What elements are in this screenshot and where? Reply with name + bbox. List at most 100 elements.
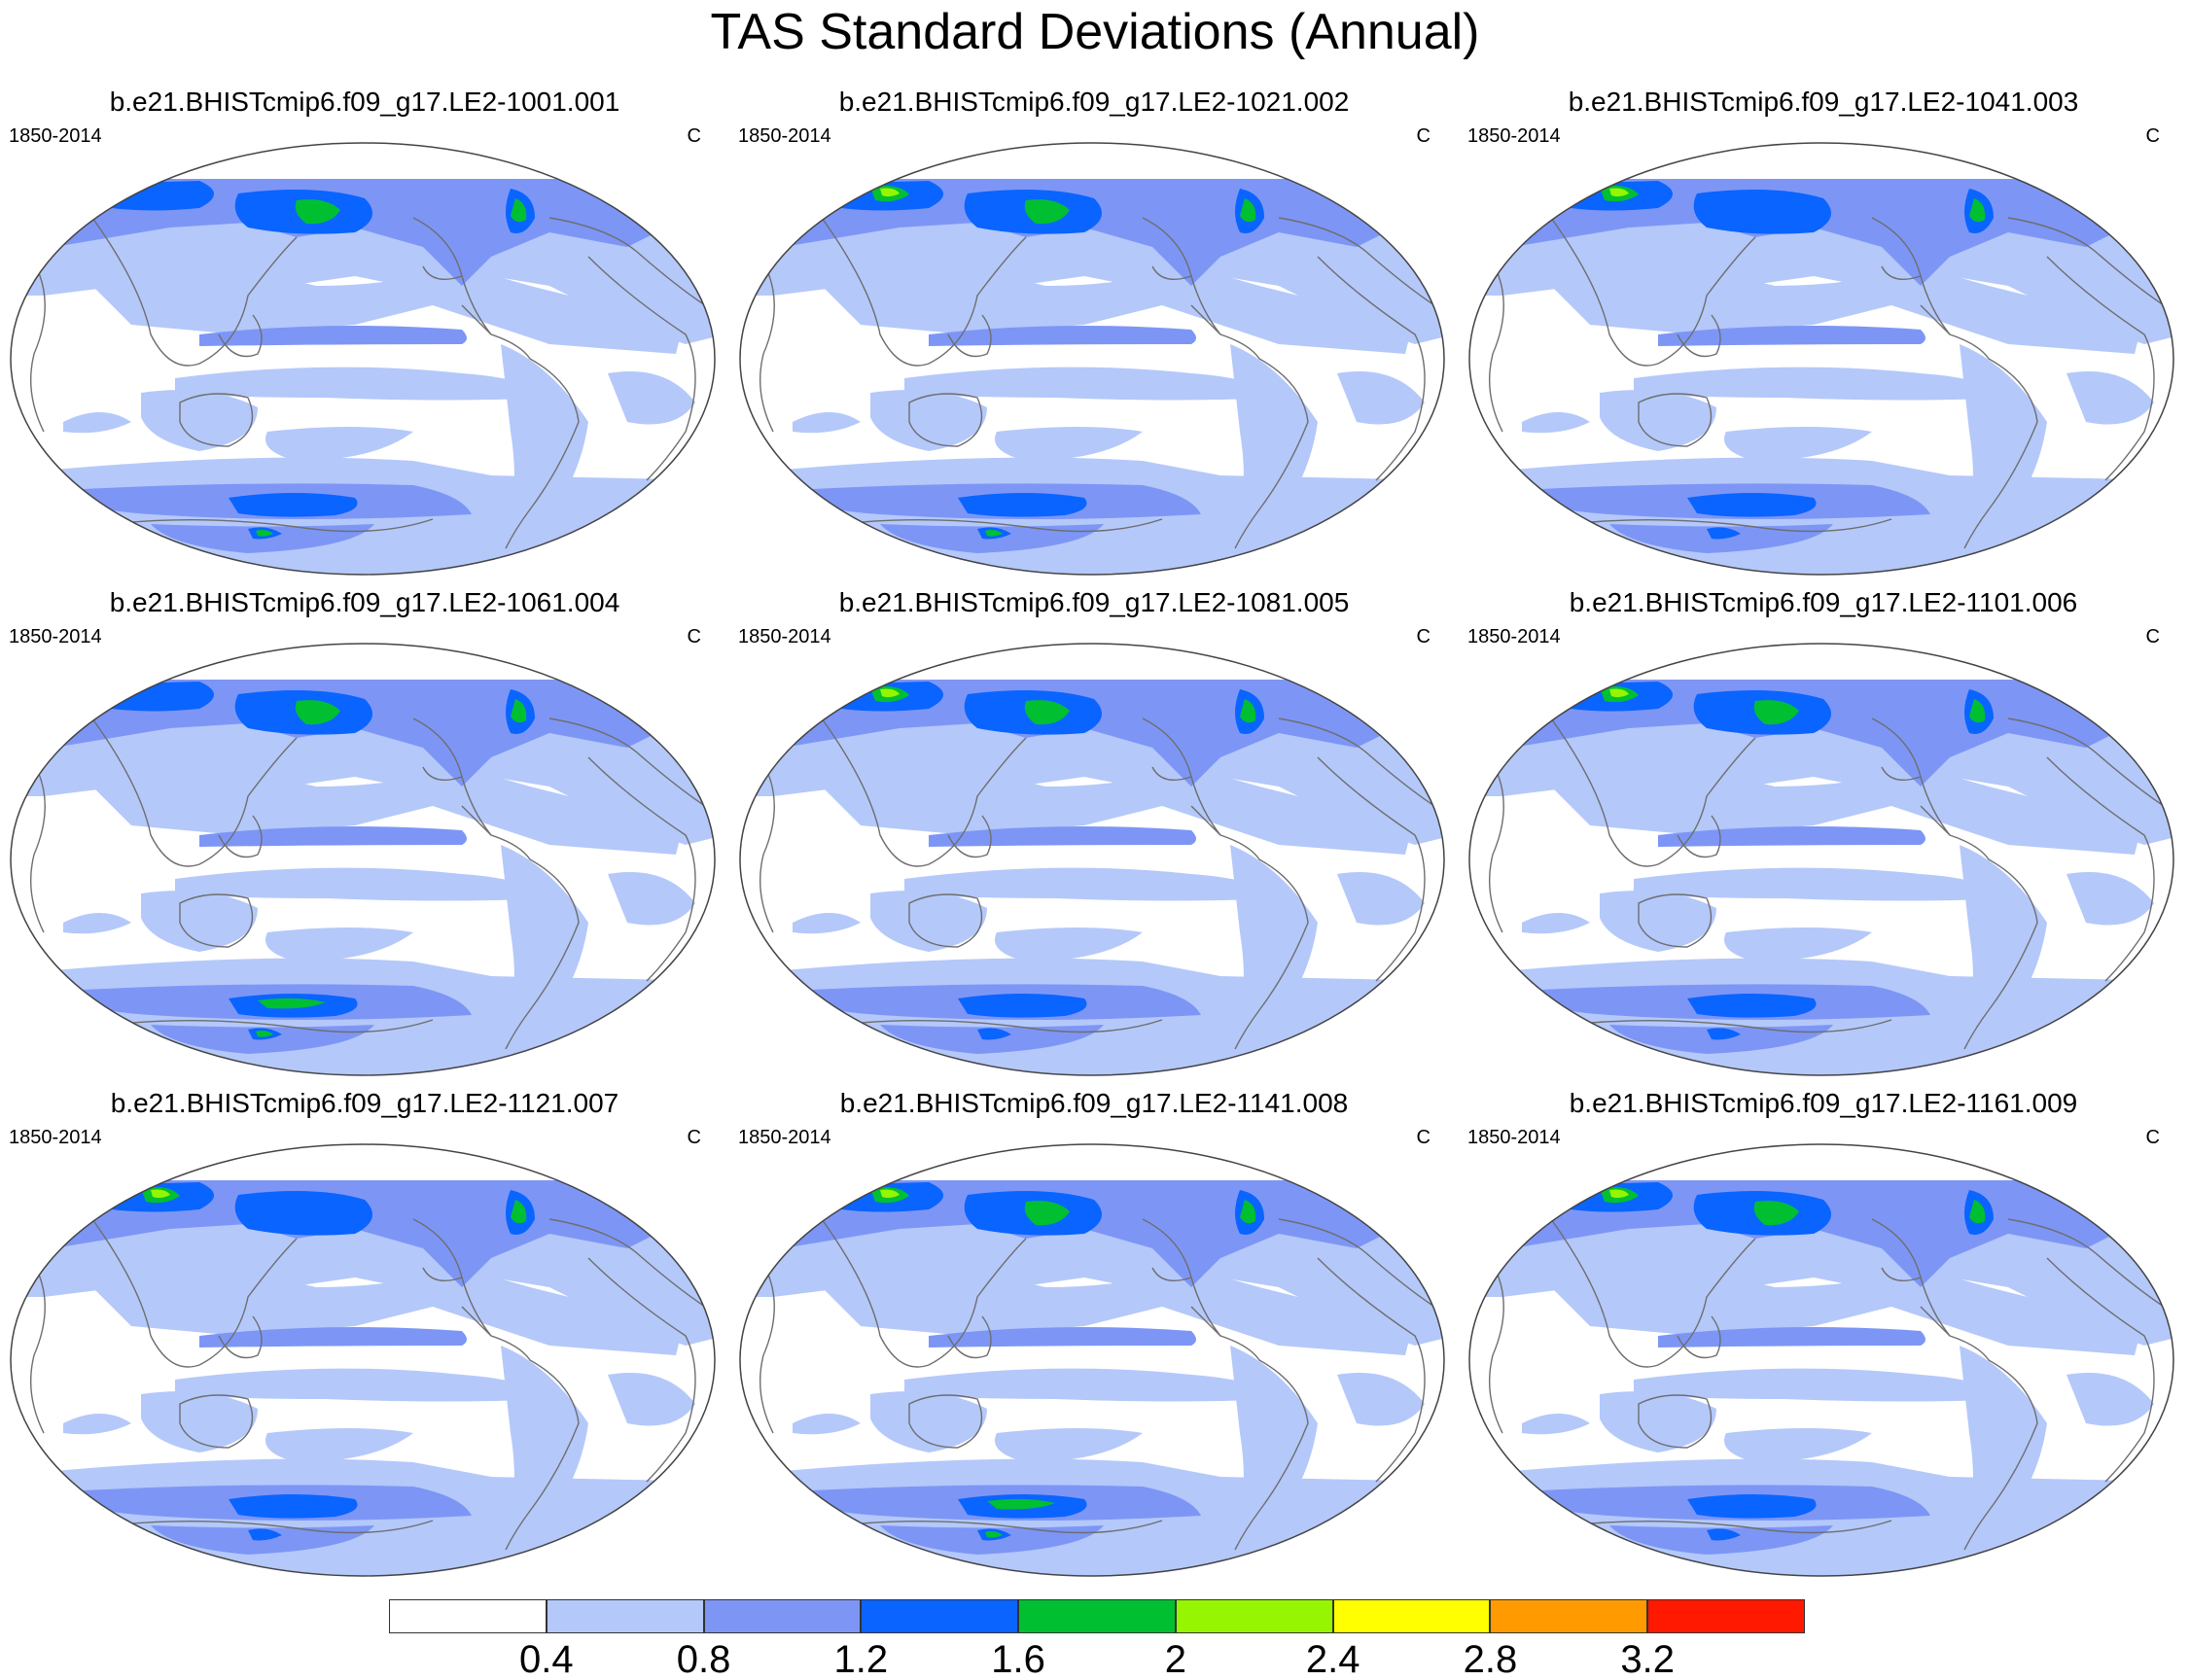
- field-region-low: [63, 913, 131, 934]
- field-region-high: [1707, 1028, 1741, 1040]
- field-region-low: [1522, 412, 1590, 434]
- field-region-high: [1707, 1528, 1741, 1541]
- field-region-lime: [1609, 688, 1629, 698]
- coastline: [840, 518, 1163, 533]
- coastline: [2007, 718, 2165, 807]
- coastline: [1881, 766, 1922, 781]
- coastline: [587, 756, 696, 982]
- field-region-green: [1969, 1200, 1986, 1224]
- field-region-low: [904, 367, 1279, 401]
- field-region-lime: [1609, 1189, 1629, 1199]
- coastline: [840, 1520, 1163, 1534]
- field-region-low: [1600, 891, 1716, 952]
- map-panel: b.e21.BHISTcmip6.f09_g17.LE2-1081.005 185…: [734, 586, 1454, 1077]
- coastline: [1871, 718, 2038, 1050]
- colorbar-box: [861, 1599, 1019, 1633]
- coastline: [1278, 217, 1435, 306]
- field-region-low: [608, 371, 695, 425]
- field-region-low: [1522, 1414, 1590, 1435]
- field-region-green: [985, 1531, 1003, 1538]
- colorbar: [389, 1599, 1805, 1633]
- field-region-low: [793, 1414, 861, 1435]
- field-region-low: [1724, 1428, 1872, 1462]
- coastline: [91, 1218, 298, 1368]
- field-region-low: [141, 1391, 258, 1452]
- colorbar-box: [546, 1599, 704, 1633]
- coastline: [1881, 1267, 1922, 1281]
- panel-period: 1850-2014: [1467, 1127, 1561, 1148]
- map-svg: [10, 643, 716, 1076]
- field-region-green: [256, 530, 273, 537]
- map-border: [1468, 643, 2174, 1076]
- field-region-green: [1240, 699, 1256, 723]
- field-region-lime: [880, 188, 900, 197]
- field-region-lime: [1609, 188, 1629, 197]
- coastline: [1142, 718, 1309, 1050]
- field-region-high: [1707, 527, 1741, 540]
- coastline: [1638, 393, 1713, 447]
- coastline: [821, 1218, 1027, 1368]
- map-field: [740, 1144, 1444, 1576]
- field-region-green: [1969, 699, 1986, 723]
- field-region-low: [1337, 371, 1425, 425]
- field-region-mid: [1658, 826, 1925, 847]
- coastline: [461, 805, 492, 836]
- coastline: [1920, 304, 1951, 335]
- panel-period: 1850-2014: [9, 626, 102, 648]
- coastline: [111, 1520, 434, 1534]
- field-region-low: [793, 913, 861, 934]
- coastline: [1190, 304, 1221, 335]
- panel-units: C: [2145, 125, 2160, 147]
- coastline: [548, 217, 706, 306]
- field-region-lime: [880, 1189, 900, 1199]
- field-region-high: [248, 1528, 282, 1541]
- coastline: [1920, 1306, 1951, 1337]
- coastline: [2046, 756, 2155, 982]
- map-border: [10, 1143, 716, 1577]
- field-region-low: [265, 1428, 413, 1462]
- coastline: [1920, 805, 1951, 836]
- coastline: [1142, 1218, 1309, 1551]
- coastline: [179, 893, 254, 948]
- colorbar-box: [1490, 1599, 1648, 1633]
- field-region-low: [995, 427, 1143, 461]
- map-panel: b.e21.BHISTcmip6.f09_g17.LE2-1121.007 185…: [5, 1087, 724, 1578]
- field-region-green: [511, 1200, 527, 1224]
- field-region-low: [904, 1368, 1279, 1402]
- panel-title: b.e21.BHISTcmip6.f09_g17.LE2-1141.008: [839, 1088, 1349, 1118]
- field-region-green: [985, 530, 1003, 537]
- field-region-green: [511, 699, 527, 723]
- figure-title: TAS Standard Deviations (Annual): [710, 4, 1480, 60]
- coastline: [422, 766, 463, 781]
- map-svg: [1468, 643, 2174, 1076]
- map-panel: b.e21.BHISTcmip6.f09_g17.LE2-1061.004 185…: [5, 586, 724, 1077]
- field-region-mid: [929, 826, 1196, 847]
- coastline: [548, 718, 706, 807]
- coastline: [1190, 1306, 1221, 1337]
- field-region-low: [175, 367, 549, 401]
- colorbar-tick-label: 2.4: [1305, 1638, 1360, 1680]
- field-region-low: [870, 1391, 987, 1452]
- coastline: [1881, 265, 1922, 280]
- coastline: [1638, 893, 1713, 948]
- coastline: [218, 1315, 263, 1359]
- map-svg: [1468, 142, 2174, 576]
- map-border: [10, 142, 716, 576]
- coastline: [1151, 265, 1192, 280]
- panel-title: b.e21.BHISTcmip6.f09_g17.LE2-1021.002: [838, 87, 1350, 117]
- map-border: [10, 643, 716, 1076]
- panel-units: C: [2145, 626, 2160, 648]
- field-region-low: [870, 891, 987, 952]
- field-region-low: [1600, 1391, 1716, 1452]
- coastline: [422, 1267, 463, 1281]
- map-panel: b.e21.BHISTcmip6.f09_g17.LE2-1021.002 185…: [734, 86, 1454, 577]
- map-field: [11, 143, 715, 575]
- colorbar-tick-label: 1.6: [991, 1638, 1045, 1680]
- coastline: [1278, 1218, 1435, 1308]
- field-region-lime: [880, 688, 900, 698]
- coastline: [548, 1218, 706, 1308]
- map-border: [739, 643, 1445, 1076]
- map-panel: b.e21.BHISTcmip6.f09_g17.LE2-1101.006 185…: [1464, 586, 2183, 1077]
- panel-units: C: [687, 125, 701, 147]
- coastline: [1151, 1267, 1192, 1281]
